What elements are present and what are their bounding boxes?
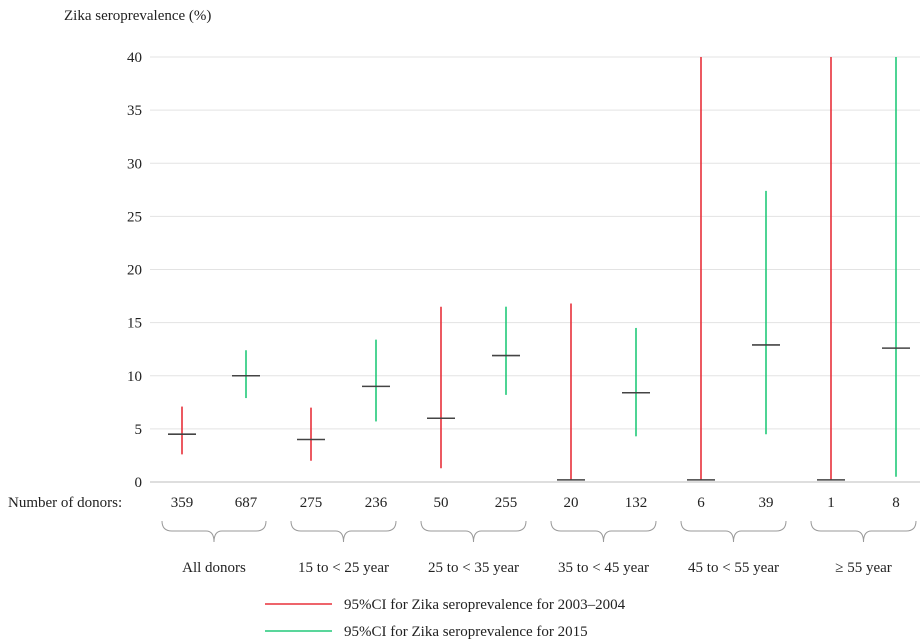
donor-count: 1 [827,495,835,511]
donor-count: 359 [171,495,194,511]
grid-lines [150,56,920,483]
group-labels: All donors 15 to < 25 year 25 to < 35 year… [182,560,892,576]
y-tick-label: 15 [127,316,142,332]
donor-count: 8 [892,495,900,511]
y-axis-title: Zika seroprevalence (%) [64,8,211,24]
group-label: 45 to < 55 year [688,560,779,576]
group-brace [161,520,267,543]
donors-row-label: Number of donors: [8,495,122,511]
donor-count: 275 [300,495,323,511]
error-bars [168,57,910,481]
donor-count: 39 [759,495,774,511]
donor-count: 236 [365,495,388,511]
donor-count: 6 [697,495,705,511]
y-tick-label: 10 [127,369,142,385]
donor-count: 132 [625,495,648,511]
donor-count: 50 [434,495,449,511]
group-brace [810,520,917,543]
legend-label: 95%CI for Zika seroprevalence for 2015 [344,624,588,640]
donor-count: 20 [564,495,579,511]
y-tick-label: 5 [135,422,143,438]
group-brace [550,520,657,543]
donor-counts: 359 687 275 236 50 255 20 132 6 39 1 8 [171,495,900,511]
group-brace [680,520,787,543]
y-tick-label: 0 [135,475,143,491]
group-label: All donors [182,560,246,576]
group-label: 35 to < 45 year [558,560,649,576]
y-tick-label: 40 [127,50,142,66]
group-brace [420,520,527,543]
legend: 95%CI for Zika seroprevalence for 2003–2… [265,597,626,640]
y-tick-label: 35 [127,103,142,119]
group-label: 25 to < 35 year [428,560,519,576]
y-tick-label: 30 [127,156,142,172]
y-tick-label: 25 [127,209,142,225]
donor-count: 255 [495,495,518,511]
group-brace [290,520,397,543]
group-braces [161,520,917,543]
y-tick-label: 20 [127,263,142,279]
y-axis: 0 5 10 15 20 25 30 35 40 [127,50,142,491]
group-label: 15 to < 25 year [298,560,389,576]
donor-count: 687 [235,495,258,511]
legend-label: 95%CI for Zika seroprevalence for 2003–2… [344,597,626,613]
group-label: ≥ 55 year [835,560,892,576]
